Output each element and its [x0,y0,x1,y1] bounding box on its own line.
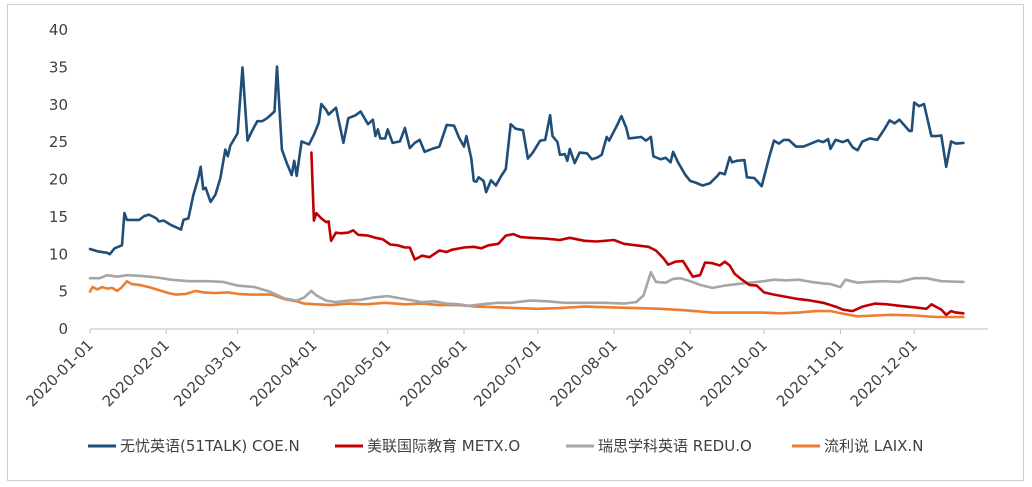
x-tick-label: 2020-08-01 [546,336,620,410]
y-tick-label: 40 [49,21,68,39]
series-layer [88,65,965,319]
y-tick-label: 30 [49,96,68,114]
x-tick-label: 2020-03-01 [170,336,244,410]
y-axis: 0 5 10 15 20 25 30 35 40 [49,21,68,338]
x-tick-label: 2020-10-01 [697,336,771,410]
legend-label: 无忧英语(51TALK) COE.N [120,437,300,455]
y-tick-label: 0 [58,320,68,338]
legend: 无忧英语(51TALK) COE.N 美联国际教育 METX.O 瑞思学科英语 RE… [88,437,923,455]
y-tick-label: 15 [49,208,68,226]
series-line [88,65,965,256]
x-tick-label: 2020-07-01 [470,336,544,410]
series-line [310,151,965,317]
legend-label: 美联国际教育 METX.O [367,437,520,455]
x-tick-label: 2020-06-01 [396,336,470,410]
x-tick-label: 2020-05-01 [320,336,394,410]
y-tick-label: 20 [49,171,68,189]
x-tick-label: 2020-09-01 [623,336,697,410]
x-tick-label: 2020-12-01 [847,336,921,410]
y-tick-label: 10 [49,245,68,263]
series-line [88,270,965,308]
x-tick-label: 2020-02-01 [99,336,173,410]
series-line [88,279,965,319]
y-tick-label: 25 [49,133,68,151]
legend-label: 流利说 LAIX.N [824,437,923,455]
x-tick-label: 2020-01-01 [22,336,96,410]
y-tick-label: 5 [58,283,68,301]
legend-label: 瑞思学科英语 REDU.O [598,437,752,455]
y-tick-label: 35 [49,58,68,76]
x-tick-label: 2020-04-01 [246,336,320,410]
x-tick-label: 2020-11-01 [773,336,847,410]
chart-frame [7,4,1024,481]
